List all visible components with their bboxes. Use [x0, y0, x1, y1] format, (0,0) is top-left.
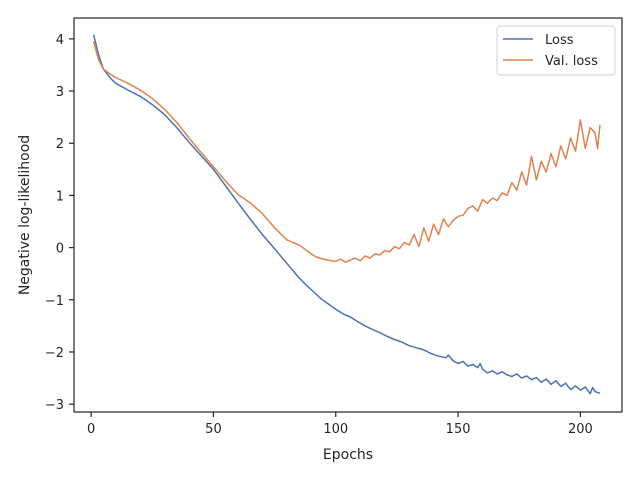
- legend-label: Val. loss: [545, 54, 598, 69]
- x-tick-label: 50: [205, 422, 222, 437]
- plot-frame: [73, 17, 623, 413]
- y-tick-label: −2: [45, 346, 64, 361]
- y-tick-label: 0: [56, 242, 64, 257]
- legend: Loss Val. loss: [496, 25, 616, 76]
- legend-label: Loss: [545, 33, 574, 48]
- x-tick-label: 100: [323, 422, 348, 437]
- y-tick-label: −3: [45, 398, 64, 413]
- x-tick-label: 200: [568, 422, 593, 437]
- y-axis-label: Negative log-likelihood: [17, 135, 33, 295]
- plot-background: [74, 18, 622, 412]
- series-layer: [92, 34, 601, 395]
- y-tick-label: 1: [56, 189, 64, 204]
- x-tick-label: 150: [446, 422, 471, 437]
- ticks-layer: 0 50 100 150 200 −3 −2 −1 0 1 2 3 4: [45, 33, 593, 437]
- x-tick-label: 0: [87, 422, 95, 437]
- y-tick-label: 3: [56, 85, 64, 100]
- y-tick-label: 2: [56, 137, 64, 152]
- series-line-val-loss: [92, 41, 601, 263]
- x-axis-label: Epochs: [323, 447, 373, 463]
- y-tick-label: −1: [45, 294, 64, 309]
- y-tick-label: 4: [56, 33, 64, 48]
- series-line-loss: [92, 34, 601, 395]
